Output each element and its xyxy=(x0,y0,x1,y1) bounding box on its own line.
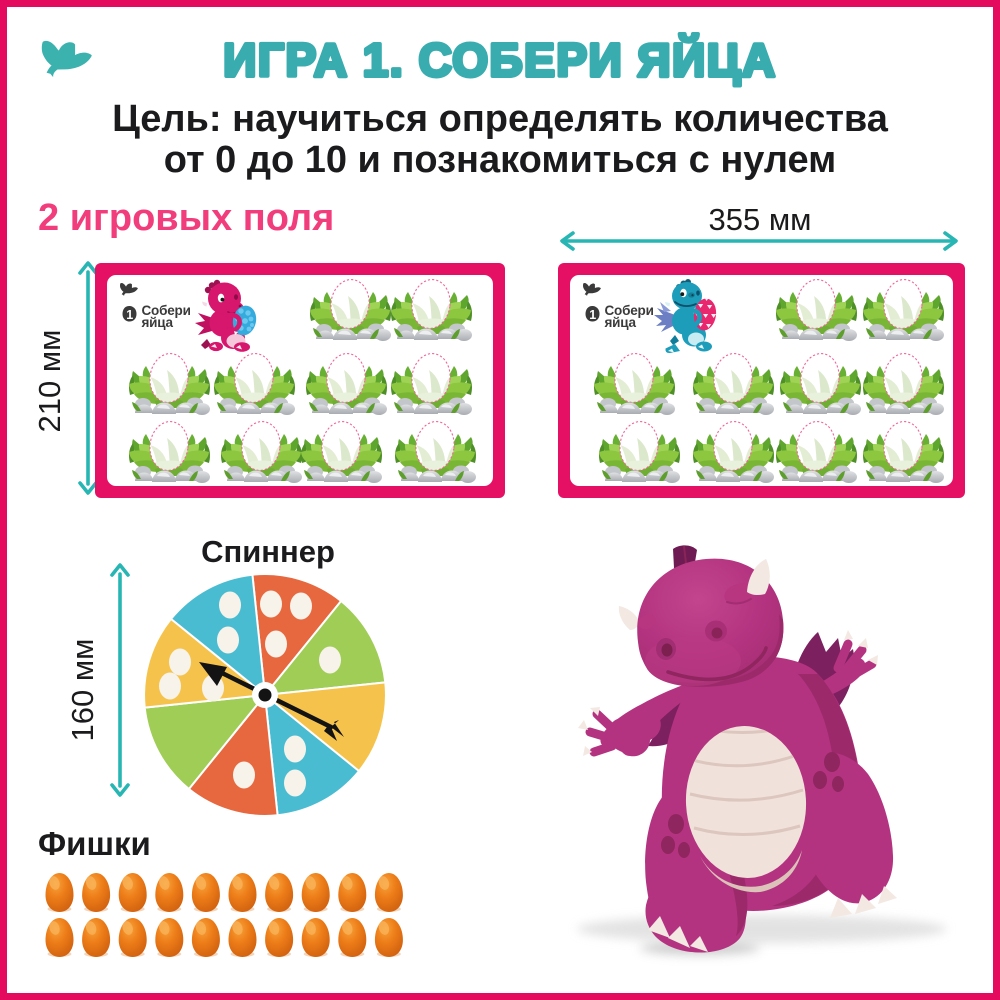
svg-text:Фишки: Фишки xyxy=(38,825,151,862)
svg-text:1: 1 xyxy=(589,308,596,322)
svg-text:2 игровых поля: 2 игровых поля xyxy=(38,197,334,239)
svg-text:1: 1 xyxy=(126,308,133,322)
svg-text:210 мм: 210 мм xyxy=(32,330,67,433)
svg-text:Спиннер: Спиннер xyxy=(201,534,335,569)
svg-text:Цель: научиться определять кол: Цель: научиться определять количества xyxy=(112,98,889,140)
svg-text:от 0 до 10 и познакомиться с н: от 0 до 10 и познакомиться с нулем xyxy=(164,139,837,181)
svg-text:Собери: Собери xyxy=(142,303,191,318)
svg-text:яйца: яйца xyxy=(605,315,637,330)
svg-text:яйца: яйца xyxy=(142,315,174,330)
svg-text:355 мм: 355 мм xyxy=(709,202,812,237)
svg-text:ИГРА 1. СОБЕРИ ЯЙЦА: ИГРА 1. СОБЕРИ ЯЙЦА xyxy=(223,34,776,86)
svg-text:160 мм: 160 мм xyxy=(65,639,100,742)
svg-text:Собери: Собери xyxy=(605,303,654,318)
